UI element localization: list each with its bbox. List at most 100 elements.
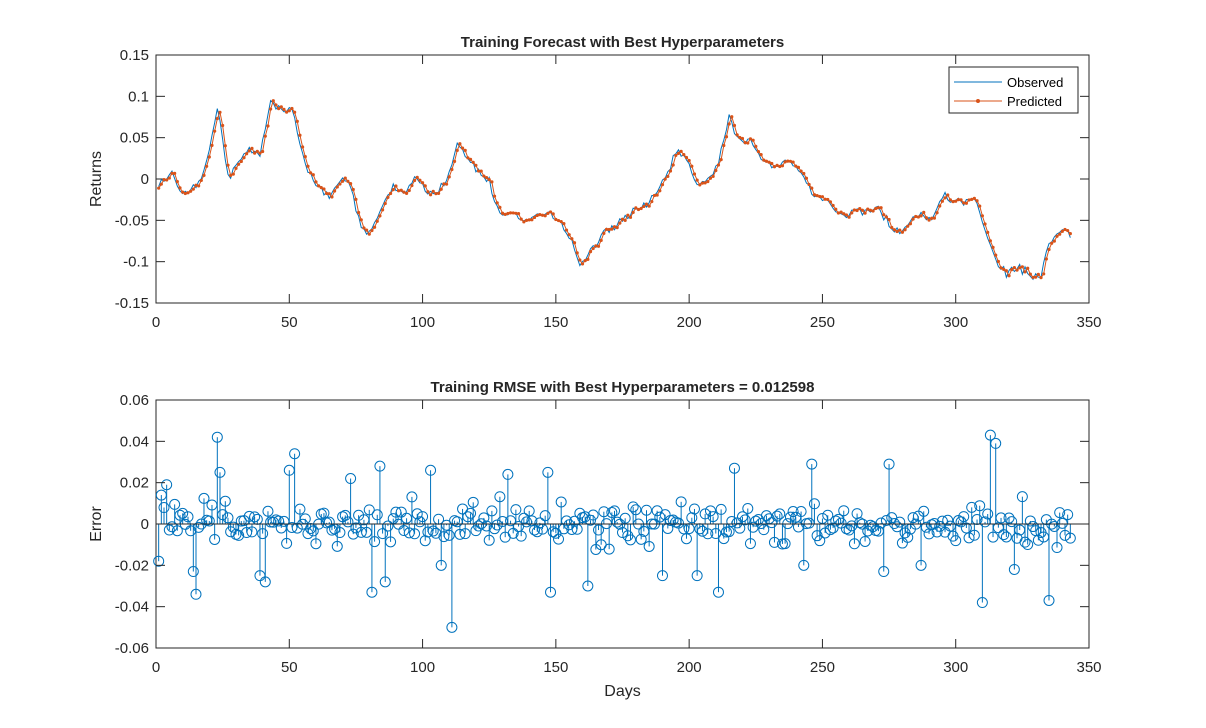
- predicted-point: [836, 211, 841, 215]
- error-marker: [656, 570, 668, 582]
- predicted-point: [492, 194, 497, 198]
- predicted-point: [831, 203, 835, 208]
- error-marker: [542, 466, 554, 478]
- predicted-point: [890, 225, 894, 230]
- predicted-point: [407, 188, 411, 193]
- predicted-point: [810, 186, 814, 190]
- predicted-point: [447, 175, 451, 179]
- predicted-point: [391, 188, 395, 192]
- error-x-tick-label: 0: [152, 659, 160, 676]
- predicted-point: [703, 181, 707, 185]
- error-marker: [894, 516, 906, 528]
- error-marker: [1003, 512, 1015, 524]
- error-x-tick-label: 50: [281, 659, 298, 676]
- predicted-point: [191, 187, 195, 191]
- predicted-point: [903, 228, 907, 232]
- error-marker: [374, 460, 386, 472]
- error-x-tick-label: 100: [410, 659, 435, 676]
- error-marker: [425, 464, 437, 476]
- predicted-point: [978, 204, 982, 208]
- predicted-point: [506, 211, 510, 216]
- predicted-point: [434, 192, 438, 196]
- predicted-point: [802, 171, 806, 176]
- predicted-point: [959, 198, 963, 202]
- predicted-point: [455, 148, 459, 153]
- error-marker: [406, 491, 418, 503]
- error-marker: [627, 501, 639, 513]
- error-x-ticks: 0 50 100 150 200 250 300 350: [152, 400, 1102, 676]
- predicted-point: [874, 206, 878, 211]
- predicted-point: [442, 182, 446, 186]
- error-marker: [715, 503, 727, 515]
- predicted-point: [167, 176, 171, 180]
- error-marker: [233, 529, 245, 541]
- predicted-point: [263, 134, 267, 138]
- error-marker: [630, 504, 642, 516]
- error-marker: [422, 526, 434, 538]
- error-marker: [968, 529, 980, 541]
- predicted-point: [540, 213, 545, 217]
- predicted-point: [476, 169, 481, 173]
- predicted-point: [596, 244, 601, 248]
- error-marker: [438, 531, 450, 543]
- error-marker: [219, 495, 231, 507]
- predicted-point: [762, 158, 766, 162]
- predicted-point: [450, 167, 454, 172]
- error-marker: [640, 504, 652, 516]
- error-marker: [742, 502, 754, 514]
- error-marker: [625, 534, 636, 546]
- predicted-point: [852, 208, 857, 212]
- predicted-point: [735, 133, 739, 137]
- predicted-point: [314, 180, 318, 184]
- predicted-point: [700, 181, 705, 185]
- error-marker: [1016, 491, 1028, 503]
- error-marker: [598, 506, 610, 518]
- error-marker: [878, 566, 890, 578]
- predicted-point: [1050, 241, 1054, 245]
- error-marker: [171, 525, 183, 537]
- error-marker: [846, 520, 858, 532]
- predicted-point: [599, 238, 603, 242]
- predicted-point: [460, 146, 465, 150]
- error-x-tick-label: 200: [677, 659, 702, 676]
- predicted-point: [911, 217, 915, 221]
- error-marker: [702, 528, 714, 540]
- predicted-point: [975, 199, 979, 203]
- error-marker: [1051, 542, 1063, 554]
- error-marker: [427, 525, 439, 537]
- error-y-tick-label: 0.06: [120, 392, 149, 409]
- predicted-point: [842, 212, 846, 216]
- error-marker: [680, 533, 692, 545]
- predicted-point: [567, 233, 571, 237]
- predicted-point: [1007, 274, 1011, 278]
- error-marker: [963, 532, 975, 544]
- forecast-y-tick-label: 0.05: [120, 130, 149, 147]
- predicted-point: [740, 136, 745, 141]
- predicted-point: [247, 149, 251, 153]
- error-marker: [779, 538, 791, 550]
- error-marker: [774, 508, 786, 520]
- predicted-point: [317, 184, 321, 188]
- error-marker: [760, 510, 772, 522]
- error-marker: [582, 580, 594, 592]
- error-marker: [798, 559, 810, 571]
- predicted-point: [954, 199, 958, 203]
- predicted-point: [426, 190, 430, 194]
- forecast-y-tick-label: -0.05: [115, 212, 149, 229]
- error-marker: [848, 538, 860, 550]
- predicted-point: [301, 145, 305, 149]
- predicted-point: [484, 176, 489, 180]
- predicted-point: [684, 155, 689, 160]
- predicted-point: [722, 143, 726, 148]
- error-marker: [710, 528, 722, 540]
- predicted-point: [237, 162, 241, 166]
- predicted-point: [1026, 266, 1030, 270]
- error-marker: [494, 491, 506, 503]
- forecast-y-tick-label: 0.15: [120, 47, 149, 64]
- error-marker: [982, 508, 994, 520]
- error-x-tick-label: 150: [543, 659, 568, 676]
- forecast-series: [157, 99, 1072, 281]
- error-marker: [443, 529, 455, 541]
- predicted-point: [226, 163, 230, 167]
